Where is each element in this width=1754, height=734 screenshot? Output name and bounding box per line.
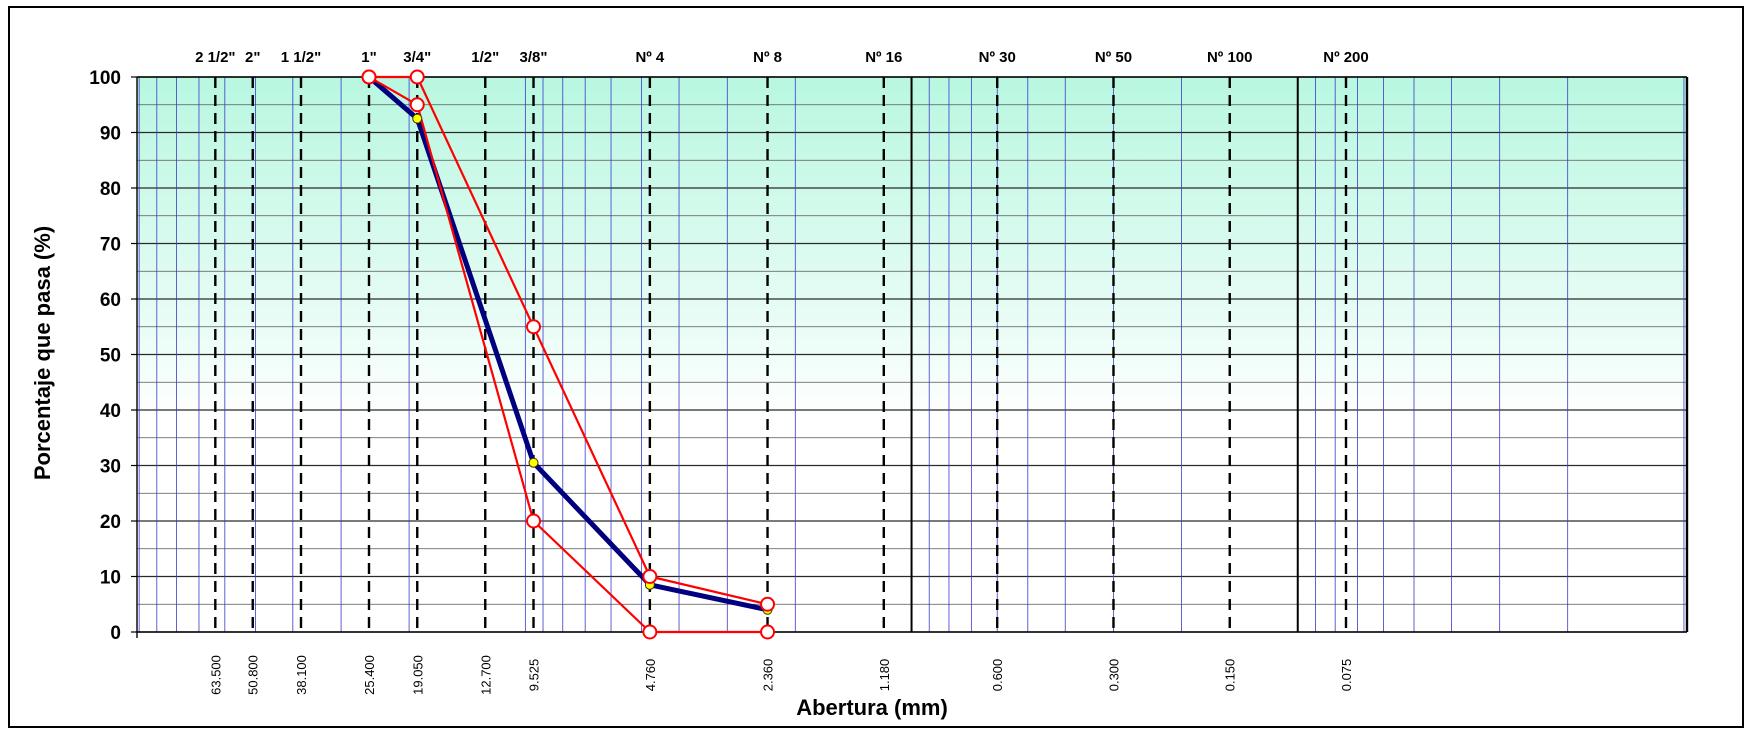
opening-label: 50.800 xyxy=(246,655,261,695)
x-axis-label: Abertura (mm) xyxy=(796,695,948,720)
sieve-label: Nº 16 xyxy=(865,49,902,66)
sieve-label: Nº 4 xyxy=(635,49,664,66)
sieve-label: 3/8" xyxy=(520,49,548,66)
sieve-label: 1" xyxy=(361,49,376,66)
opening-label: 19.050 xyxy=(410,655,425,695)
gradation-point xyxy=(412,113,423,124)
sieve-label: Nº 100 xyxy=(1207,49,1253,66)
sieve-labels: 2 1/2" 2" 1 1/2" 1" 3/4" 1/2" 3/8" Nº 4 Nº 8 Nº 1… xyxy=(195,49,1369,66)
limit-point xyxy=(642,624,658,640)
y-tick-label: 20 xyxy=(100,512,121,533)
y-tick-label: 40 xyxy=(100,401,121,422)
y-axis-label: Porcentaje que pasa (%) xyxy=(30,226,55,480)
chart-frame: 2 1/2" 2" 1 1/2" 1" 3/4" 1/2" 3/8" Nº 4 Nº 8 Nº 1… xyxy=(8,6,1744,728)
opening-label: 4.760 xyxy=(643,659,658,692)
y-tick-label: 10 xyxy=(100,568,121,589)
opening-label: 0.600 xyxy=(990,659,1005,692)
y-tick-label: 90 xyxy=(100,124,121,145)
sieve-label: 1 1/2" xyxy=(281,49,321,66)
vertical-grid xyxy=(138,77,1685,632)
opening-label: 12.700 xyxy=(478,655,493,695)
opening-label: 0.300 xyxy=(1106,659,1121,692)
opening-label: 38.100 xyxy=(294,655,309,695)
limit-point xyxy=(526,513,542,529)
sieve-label: Nº 8 xyxy=(753,49,782,66)
y-tick-label: 0 xyxy=(110,623,121,644)
opening-label: 9.525 xyxy=(527,659,542,692)
opening-label: 0.150 xyxy=(1223,659,1238,692)
limit-point xyxy=(409,69,425,85)
sieve-label: 2 1/2" xyxy=(195,49,235,66)
limit-point xyxy=(760,596,776,612)
sieve-label: Nº 30 xyxy=(979,49,1016,66)
y-tick-labels: 0 10 20 30 40 50 60 70 80 90 100 xyxy=(89,68,137,644)
limit-point xyxy=(361,69,377,85)
gradation-point xyxy=(528,457,539,468)
limit-point xyxy=(409,97,425,113)
opening-label: 63.500 xyxy=(208,655,223,695)
y-tick-label: 60 xyxy=(100,290,121,311)
y-tick-label: 50 xyxy=(100,346,121,367)
limit-point xyxy=(526,319,542,335)
y-tick-label: 100 xyxy=(89,68,121,89)
y-tick-label: 70 xyxy=(100,235,121,256)
sieve-label: Nº 200 xyxy=(1323,49,1369,66)
sieve-label: Nº 50 xyxy=(1095,49,1132,66)
sieve-label: 3/4" xyxy=(403,49,431,66)
sieve-label: 2" xyxy=(245,49,260,66)
opening-label: 1.180 xyxy=(877,659,892,692)
opening-label: 25.400 xyxy=(362,655,377,695)
opening-labels: 63.500 50.800 38.100 25.400 19.050 12.700 9.52… xyxy=(208,655,1354,695)
granulometry-chart: 2 1/2" 2" 1 1/2" 1" 3/4" 1/2" 3/8" Nº 4 Nº 8 Nº 1… xyxy=(30,49,1689,720)
opening-label: 0.075 xyxy=(1339,659,1354,692)
sieve-label: 1/2" xyxy=(471,49,499,66)
limit-point xyxy=(642,569,658,584)
series-points xyxy=(361,69,776,640)
opening-label: 2.360 xyxy=(761,659,776,692)
sieve-lines xyxy=(214,77,1348,632)
y-tick-label: 80 xyxy=(100,179,121,200)
y-tick-label: 30 xyxy=(100,457,121,478)
limit-point xyxy=(760,624,776,640)
